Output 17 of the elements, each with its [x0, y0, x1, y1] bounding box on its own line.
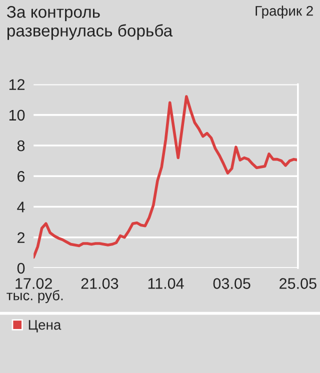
y-tick-label: 0 — [17, 262, 25, 274]
x-tick-label: 25.05 — [280, 278, 316, 289]
text: График 2 — [256, 6, 313, 19]
y-axis-title: тыс. руб. — [6, 290, 63, 304]
y-tick-label: 4 — [17, 202, 25, 212]
x-tick-label: 21.03 — [81, 278, 118, 289]
y-tick-label: 6 — [18, 171, 25, 182]
line-series — [34, 95, 298, 259]
x-tick-label: 03.05 — [213, 278, 250, 289]
y-tick-label: 8 — [17, 140, 25, 152]
x-tick-label: 17.02 — [16, 278, 52, 289]
chart-title: За контроль развернулась борьба — [6, 6, 173, 40]
x-tick-label: 11.04 — [148, 278, 184, 289]
y-tick-label: 10 — [9, 110, 25, 121]
y-tick-label: 2 — [18, 232, 24, 243]
legend-label: Цена — [28, 320, 62, 332]
y-tick-label: 12 — [9, 79, 24, 90]
